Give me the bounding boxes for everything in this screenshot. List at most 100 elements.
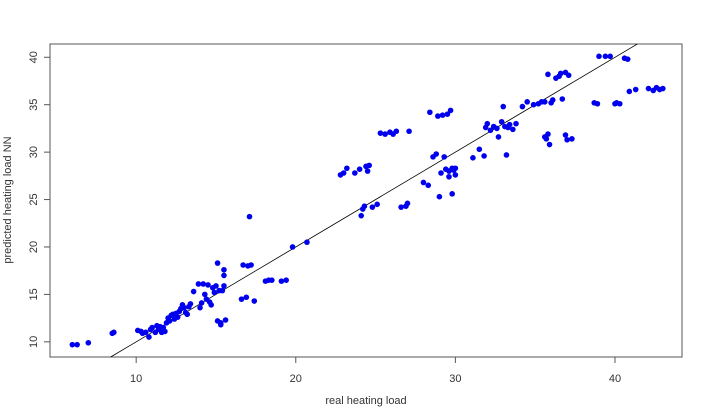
data-point xyxy=(484,120,491,127)
data-point xyxy=(425,182,432,189)
data-point xyxy=(304,239,310,246)
data-point xyxy=(197,304,203,311)
data-point xyxy=(500,103,507,110)
data-point xyxy=(406,128,412,135)
data-point xyxy=(470,155,476,161)
data-point xyxy=(382,131,388,137)
y-axis-title: predicted heating load NN xyxy=(2,136,14,263)
data-point xyxy=(352,170,358,176)
data-point xyxy=(200,281,207,287)
reference-line-layer xyxy=(110,43,638,358)
data-point xyxy=(74,341,80,348)
data-point xyxy=(562,132,569,138)
data-point xyxy=(513,120,519,127)
data-point xyxy=(181,304,187,311)
data-point xyxy=(221,272,227,279)
data-point xyxy=(660,85,666,92)
data-point xyxy=(398,204,404,210)
data-point xyxy=(607,53,613,60)
data-point xyxy=(208,302,214,308)
data-point xyxy=(645,85,652,92)
y-tick-label: 35 xyxy=(28,99,40,111)
data-point xyxy=(565,72,572,79)
points-layer xyxy=(69,53,666,348)
data-point xyxy=(541,99,548,105)
data-point xyxy=(174,314,181,320)
data-point xyxy=(495,134,502,140)
data-point xyxy=(435,113,441,119)
data-point xyxy=(427,109,433,116)
data-point xyxy=(205,282,211,288)
data-point xyxy=(190,288,197,295)
data-point xyxy=(557,70,564,77)
data-point xyxy=(441,154,448,160)
data-point xyxy=(559,96,566,102)
plot-area-frame xyxy=(49,43,683,358)
data-point xyxy=(142,329,149,336)
data-point xyxy=(404,200,411,207)
data-point xyxy=(240,262,246,268)
x-axis-title: real heating load xyxy=(325,395,406,407)
data-point xyxy=(213,283,219,289)
data-point xyxy=(146,334,152,340)
data-point xyxy=(374,201,380,208)
data-point xyxy=(447,107,454,114)
data-point xyxy=(452,172,459,178)
x-tick-label: 40 xyxy=(609,373,621,385)
data-point xyxy=(195,281,202,287)
data-point xyxy=(420,179,427,186)
data-point xyxy=(481,153,487,159)
data-point xyxy=(596,53,602,60)
data-point xyxy=(433,151,440,157)
data-point xyxy=(217,321,224,328)
data-point xyxy=(162,328,168,335)
data-point xyxy=(202,291,208,298)
data-point xyxy=(602,53,609,60)
data-point xyxy=(344,165,350,172)
y-tick-label: 25 xyxy=(28,193,40,205)
data-point xyxy=(530,101,537,108)
data-point xyxy=(519,103,526,110)
data-point xyxy=(69,341,76,348)
data-point xyxy=(369,204,376,210)
x-tick-label: 30 xyxy=(449,373,461,385)
y-tick-label: 15 xyxy=(28,288,40,300)
data-point xyxy=(283,277,290,283)
data-point xyxy=(269,277,275,283)
data-point xyxy=(219,287,226,294)
data-point xyxy=(278,278,285,284)
x-tick-label: 20 xyxy=(290,373,302,385)
data-point xyxy=(211,289,218,296)
data-point xyxy=(524,99,530,105)
reference-line xyxy=(110,43,638,358)
data-point xyxy=(356,166,363,172)
y-axis: 10 15 20 25 30 35 40 xyxy=(28,51,51,348)
data-point xyxy=(546,141,553,148)
data-point xyxy=(366,162,372,169)
data-point xyxy=(545,131,551,137)
data-point xyxy=(246,213,253,220)
data-point xyxy=(184,311,191,318)
data-point xyxy=(498,118,505,125)
y-tick-label: 10 xyxy=(28,336,40,348)
data-point xyxy=(289,244,296,250)
data-point xyxy=(243,294,250,301)
data-point xyxy=(436,193,443,200)
data-point xyxy=(543,136,550,142)
data-point xyxy=(626,88,633,95)
data-point xyxy=(214,260,221,266)
data-point xyxy=(503,152,510,158)
data-point xyxy=(358,212,365,219)
data-point xyxy=(393,128,400,135)
data-point xyxy=(446,173,452,180)
data-point xyxy=(248,262,254,268)
data-point xyxy=(187,301,194,307)
data-point xyxy=(549,97,556,103)
data-point xyxy=(340,170,347,176)
data-point xyxy=(624,56,631,62)
x-tick-label: 10 xyxy=(130,373,142,385)
data-point xyxy=(510,126,516,133)
y-tick-label: 20 xyxy=(28,241,40,253)
y-tick-label: 30 xyxy=(28,146,40,158)
